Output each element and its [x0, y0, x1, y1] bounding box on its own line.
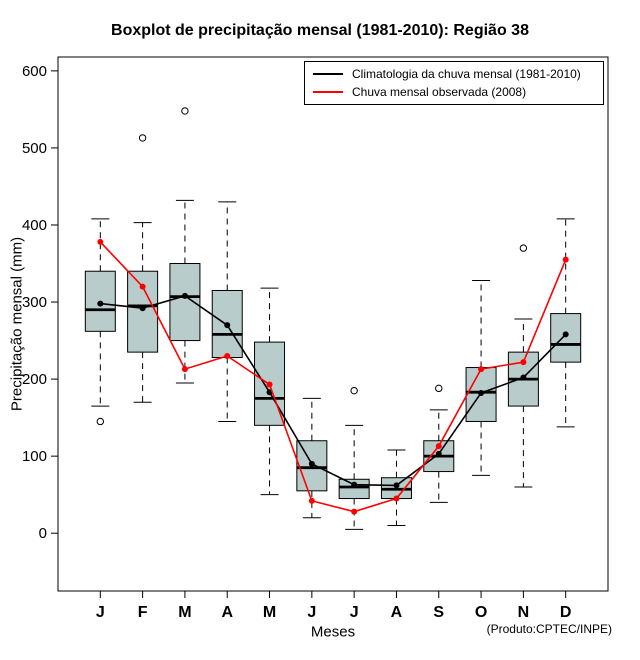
svg-text:0: 0 [39, 525, 47, 542]
chart-title: Boxplot de precipitação mensal (1981-201… [111, 22, 529, 39]
svg-text:J: J [307, 604, 316, 621]
product-annotation: (Produto:CPTEC/INPE) [486, 622, 612, 636]
svg-text:J: J [350, 604, 359, 621]
svg-text:N: N [518, 604, 530, 621]
legend-label-climatologia: Climatologia da chuva mensal (1981-2010) [352, 67, 581, 81]
svg-text:200: 200 [22, 371, 47, 388]
svg-text:D: D [560, 604, 572, 621]
svg-text:F: F [138, 604, 148, 621]
legend-item-observada: Chuva mensal observada (2008) [313, 85, 595, 99]
svg-text:500: 500 [22, 140, 47, 157]
svg-text:A: A [391, 604, 403, 621]
y-axis-label: Precipitação mensal (mm) [8, 236, 26, 412]
legend-line-climatologia-icon [313, 73, 343, 75]
svg-text:600: 600 [22, 63, 47, 80]
legend: Climatologia da chuva mensal (1981-2010)… [304, 61, 604, 105]
svg-text:100: 100 [22, 448, 47, 465]
svg-text:M: M [178, 604, 191, 621]
svg-text:M: M [263, 604, 276, 621]
legend-item-climatologia: Climatologia da chuva mensal (1981-2010) [313, 67, 595, 81]
svg-text:300: 300 [22, 294, 47, 311]
x-axis-label: Meses [310, 623, 356, 641]
legend-label-observada: Chuva mensal observada (2008) [352, 85, 527, 99]
svg-text:400: 400 [22, 217, 47, 234]
svg-text:O: O [475, 604, 487, 621]
svg-text:J: J [96, 604, 105, 621]
legend-line-observada-icon [313, 91, 343, 93]
svg-text:A: A [221, 604, 233, 621]
svg-text:S: S [433, 604, 444, 621]
